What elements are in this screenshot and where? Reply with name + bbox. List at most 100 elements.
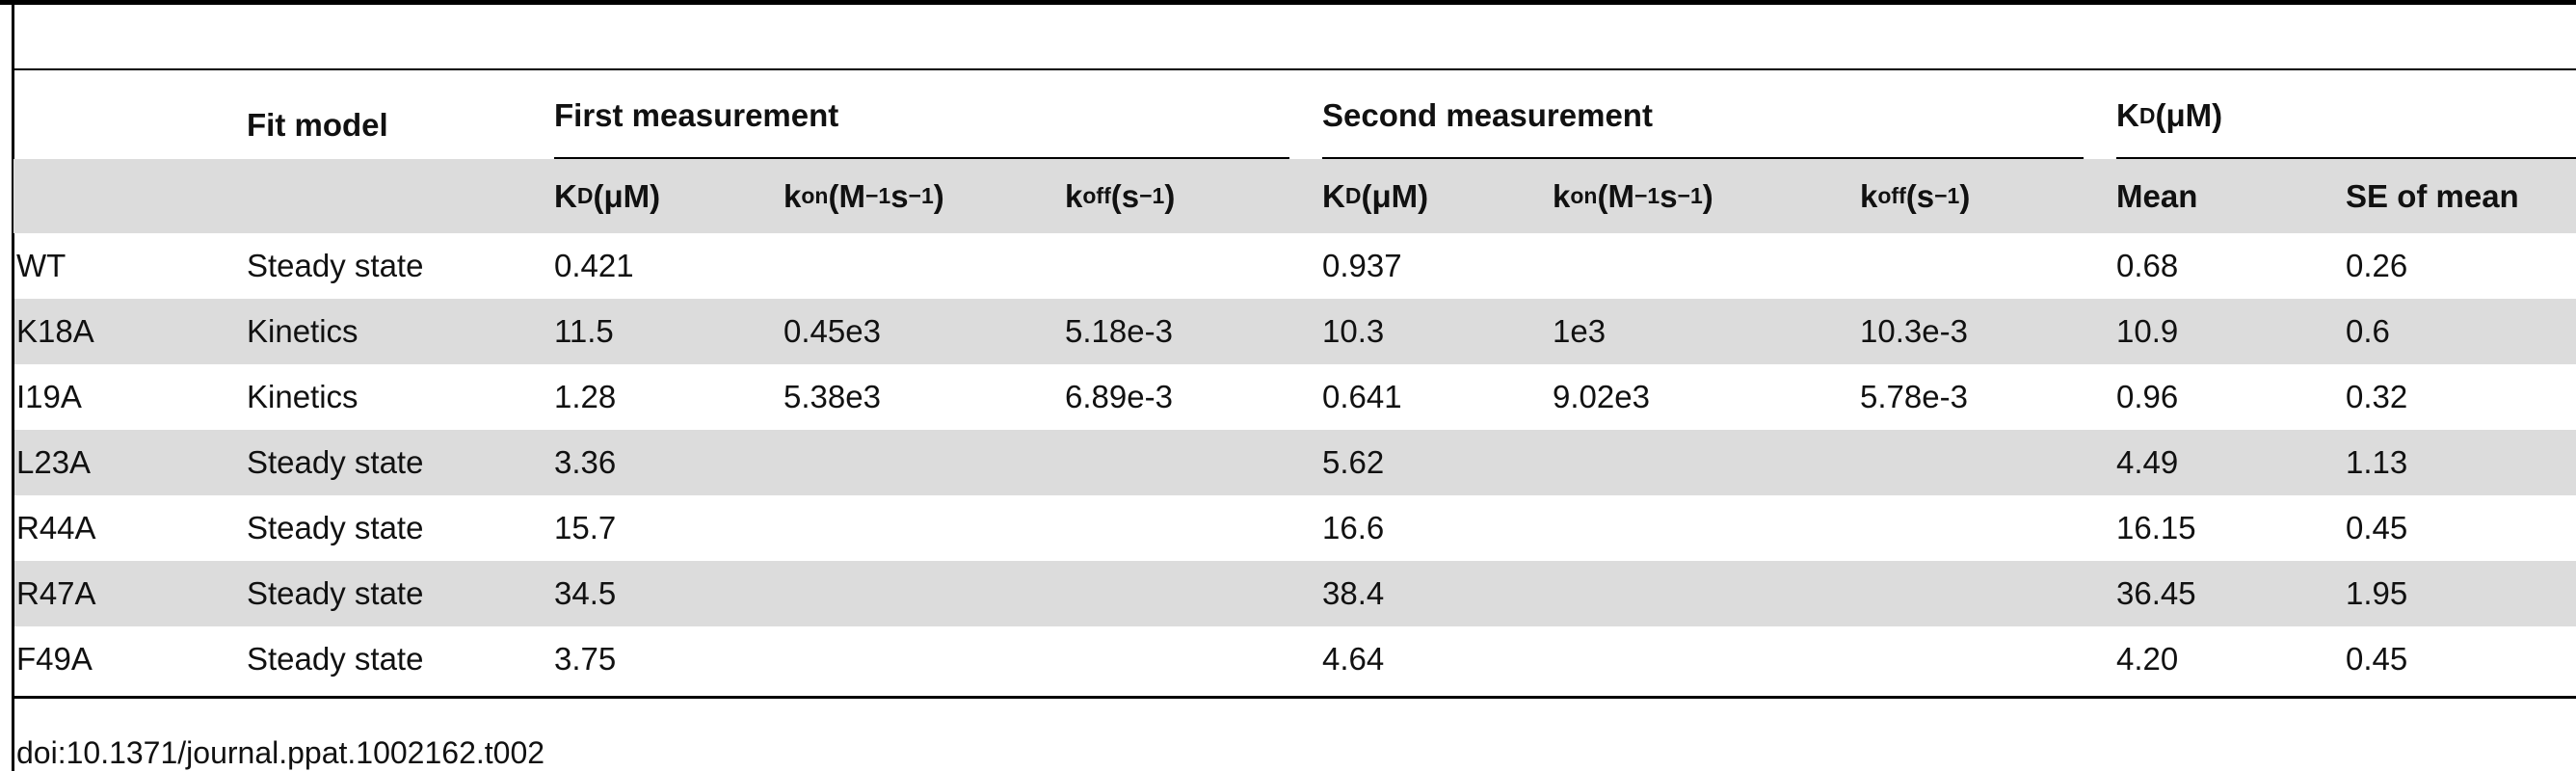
header-text-part: −1 (864, 183, 891, 208)
header-text-part: −1 (1934, 183, 1960, 208)
table-cell: 16.6 (1322, 510, 1385, 545)
left-border (12, 0, 14, 771)
header-text-part: K (1322, 177, 1345, 214)
header-text-part: ) (1164, 177, 1176, 214)
column-header: SE of mean (2346, 159, 2519, 233)
group-header: Second measurement (1322, 77, 1653, 154)
table-cell: Steady state (247, 248, 424, 283)
table-cell: 0.937 (1322, 248, 1402, 283)
header-text-part: k (1553, 177, 1571, 214)
table-cell: 0.421 (554, 248, 634, 283)
table-cell: Steady state (247, 575, 424, 611)
table-cell: Steady state (247, 510, 424, 545)
row-label: I19A (16, 379, 82, 414)
table-cell: 15.7 (554, 510, 617, 545)
header-text-part: (s (1905, 177, 1935, 214)
row-background (13, 430, 2576, 495)
table-cell: Steady state (247, 641, 424, 677)
column-header: k on (M −1 s −1) (783, 159, 944, 233)
table-cell: 3.36 (554, 444, 617, 480)
header-text-part: k (783, 177, 802, 214)
table-cell: 5.38e3 (783, 379, 881, 414)
header-text-part: −1 (1139, 183, 1165, 208)
table-cell: 0.45 (2346, 510, 2408, 545)
table-cell: 0.45 (2346, 641, 2408, 677)
table-cell: 10.9 (2116, 313, 2179, 349)
table-cell: 0.68 (2116, 248, 2179, 283)
table-cell: 1e3 (1553, 313, 1607, 349)
row-label: K18A (16, 313, 94, 349)
header-text-part: D (2138, 102, 2156, 128)
header-text-part: D (1344, 183, 1362, 208)
group-underline (2116, 157, 2576, 159)
header-rule (13, 68, 2576, 70)
header-text-part: (s (1110, 177, 1140, 214)
row-label: WT (16, 248, 66, 283)
header-text-part: K (554, 177, 577, 214)
table-cell: 1.28 (554, 379, 617, 414)
header-text-part: −1 (1677, 183, 1703, 208)
row-background (13, 299, 2576, 364)
header-text-part: off (1082, 183, 1111, 208)
table-cell: 5.78e-3 (1860, 379, 1968, 414)
header-text-part: −1 (908, 183, 934, 208)
top-rule (0, 0, 2576, 5)
header-text-part: −1 (1633, 183, 1660, 208)
row-label: R44A (16, 510, 96, 545)
column-header: k off (s −1) (1065, 159, 1175, 233)
table-cell: 1.13 (2346, 444, 2408, 480)
header-text-part: ) (1702, 177, 1713, 214)
table-cell: Kinetics (247, 379, 359, 414)
column-header: k on (M −1 s −1) (1553, 159, 1713, 233)
column-header: Fit model (247, 107, 388, 143)
group-underline (554, 157, 1289, 159)
header-text-part: Mean (2116, 177, 2198, 214)
header-text-part: SE of mean (2346, 177, 2519, 214)
group-underline (1322, 157, 2084, 159)
table-cell: 0.6 (2346, 313, 2390, 349)
column-header: k off (s −1) (1860, 159, 1970, 233)
table-cell: 36.45 (2116, 575, 2196, 611)
header-text-part: (μM) (593, 177, 661, 214)
header-text-part: (μM) (1361, 177, 1429, 214)
header-text-part: ) (933, 177, 944, 214)
table-cell: 9.02e3 (1553, 379, 1650, 414)
group-header: First measurement (554, 77, 838, 154)
table-cell: 11.5 (554, 313, 614, 349)
header-text-part: (M (1597, 177, 1634, 214)
table-cell: 0.26 (2346, 248, 2408, 283)
header-text-part: on (801, 183, 829, 208)
table-cell: 4.49 (2116, 444, 2179, 480)
header-text-part: D (576, 183, 594, 208)
doi: doi:10.1371/journal.ppat.1002162.t002 (16, 734, 545, 770)
header-text-part: ) (1959, 177, 1971, 214)
table-cell: 0.96 (2116, 379, 2179, 414)
subheader-background (13, 159, 2576, 233)
table-cell: 0.45e3 (783, 313, 881, 349)
table-cell: 5.62 (1322, 444, 1385, 480)
table-cell: Kinetics (247, 313, 359, 349)
header-text-part: on (1570, 183, 1598, 208)
bottom-rule (13, 696, 2576, 699)
table-cell: 6.89e-3 (1065, 379, 1173, 414)
table-cell: 10.3 (1322, 313, 1385, 349)
header-text-part: K (2116, 97, 2139, 133)
table-cell: 34.5 (554, 575, 617, 611)
row-label: L23A (16, 444, 92, 480)
table-cell: Steady state (247, 444, 424, 480)
header-text-part: off (1877, 183, 1906, 208)
table-cell: 10.3e-3 (1860, 313, 1968, 349)
table-cell: 4.64 (1322, 641, 1385, 677)
header-text-part: k (1065, 177, 1083, 214)
table-cell: 4.20 (2116, 641, 2179, 677)
table-cell: 16.15 (2116, 510, 2196, 545)
column-header: Mean (2116, 159, 2197, 233)
header-text-part: Second measurement (1322, 97, 1653, 133)
table-cell: 0.32 (2346, 379, 2408, 414)
table-cell: 5.18e-3 (1065, 313, 1173, 349)
header-text-part: s (1660, 177, 1678, 214)
table-cell: 1.95 (2346, 575, 2408, 611)
